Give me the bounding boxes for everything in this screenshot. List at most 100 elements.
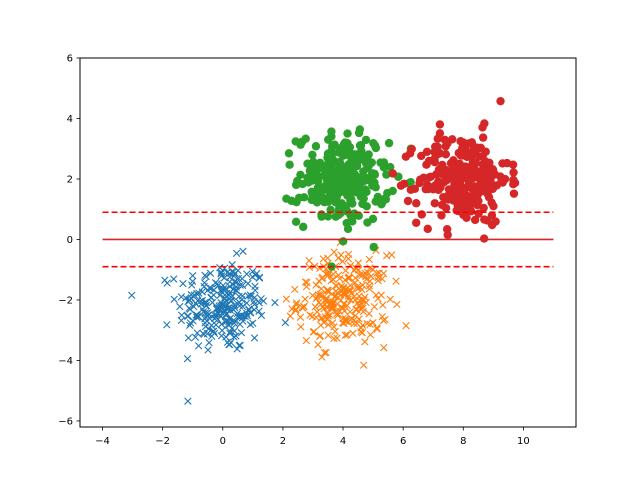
y-tick-label: 6 bbox=[67, 54, 73, 65]
data-point bbox=[189, 272, 196, 279]
data-point bbox=[319, 172, 327, 180]
data-point bbox=[346, 159, 354, 167]
data-point bbox=[424, 225, 432, 233]
cluster-3 bbox=[389, 97, 520, 243]
data-point bbox=[347, 183, 355, 191]
data-point bbox=[356, 125, 364, 133]
data-point bbox=[474, 189, 482, 197]
data-point bbox=[178, 317, 185, 324]
data-point bbox=[462, 214, 470, 222]
data-point bbox=[417, 152, 425, 160]
data-point bbox=[272, 299, 279, 306]
data-point bbox=[334, 189, 342, 197]
data-point bbox=[370, 243, 378, 251]
data-point bbox=[370, 319, 377, 326]
data-point bbox=[310, 162, 318, 170]
data-point bbox=[185, 335, 192, 342]
data-point bbox=[480, 119, 488, 127]
data-point bbox=[498, 159, 506, 167]
data-point bbox=[382, 195, 390, 203]
data-point bbox=[185, 313, 192, 320]
data-point bbox=[188, 295, 195, 302]
data-point bbox=[338, 252, 345, 259]
data-point bbox=[178, 294, 185, 301]
data-point bbox=[448, 135, 456, 143]
data-point bbox=[501, 175, 509, 183]
data-point bbox=[397, 181, 405, 189]
data-point bbox=[209, 299, 216, 306]
data-point bbox=[509, 160, 517, 168]
data-point bbox=[233, 250, 240, 257]
data-point bbox=[363, 164, 371, 172]
data-point bbox=[363, 202, 371, 210]
data-point bbox=[388, 252, 395, 259]
data-point bbox=[326, 196, 334, 204]
data-point bbox=[429, 185, 437, 193]
data-point bbox=[296, 141, 304, 149]
data-point bbox=[185, 398, 192, 405]
data-point bbox=[366, 310, 373, 317]
data-point bbox=[297, 324, 304, 331]
y-tick-label: 0 bbox=[67, 235, 73, 246]
data-point bbox=[180, 280, 187, 287]
data-point bbox=[219, 327, 226, 334]
data-point bbox=[443, 225, 451, 233]
data-point bbox=[370, 178, 378, 186]
data-point bbox=[291, 286, 298, 293]
data-point bbox=[479, 133, 487, 141]
data-point bbox=[431, 142, 439, 150]
x-tick-label: 2 bbox=[280, 436, 286, 447]
data-point bbox=[251, 335, 258, 342]
y-tick-label: 2 bbox=[67, 174, 73, 185]
data-point bbox=[303, 337, 310, 344]
data-point bbox=[312, 142, 320, 150]
data-point bbox=[128, 292, 135, 299]
data-point bbox=[313, 282, 320, 289]
x-tick-label: 6 bbox=[400, 436, 406, 447]
data-point bbox=[509, 168, 517, 176]
data-point bbox=[307, 312, 314, 319]
data-point bbox=[362, 188, 370, 196]
data-point bbox=[362, 136, 370, 144]
data-point bbox=[412, 219, 420, 227]
data-point bbox=[282, 194, 290, 202]
data-point bbox=[385, 139, 393, 147]
data-point bbox=[350, 330, 357, 337]
data-point bbox=[380, 158, 388, 166]
data-point bbox=[442, 150, 450, 158]
data-point bbox=[324, 135, 332, 143]
data-point bbox=[367, 331, 374, 338]
data-point bbox=[465, 139, 473, 147]
data-point bbox=[184, 355, 191, 362]
data-point bbox=[457, 193, 465, 201]
data-point bbox=[488, 165, 496, 173]
x-tick-label: 4 bbox=[340, 436, 346, 447]
data-point bbox=[404, 197, 412, 205]
data-point bbox=[369, 139, 377, 147]
data-point bbox=[342, 149, 350, 157]
x-axis: −4 −2 0 2 4 6 8 10 bbox=[95, 427, 530, 447]
y-tick-label: 4 bbox=[67, 114, 73, 125]
cluster-2 bbox=[282, 125, 415, 270]
data-point bbox=[355, 267, 362, 274]
x-tick-label: 0 bbox=[220, 436, 226, 447]
data-point bbox=[371, 303, 378, 310]
data-point bbox=[406, 149, 414, 157]
data-point bbox=[458, 203, 466, 211]
data-point bbox=[349, 175, 357, 183]
data-point bbox=[421, 185, 429, 193]
data-point bbox=[297, 314, 304, 321]
data-point bbox=[441, 136, 449, 144]
data-point bbox=[345, 255, 352, 262]
data-point bbox=[339, 258, 346, 265]
data-point bbox=[344, 225, 352, 233]
data-point bbox=[332, 328, 339, 335]
x-tick-label: 10 bbox=[517, 436, 530, 447]
data-point bbox=[331, 293, 338, 300]
data-point bbox=[316, 299, 323, 306]
data-point bbox=[316, 333, 323, 340]
data-point bbox=[206, 339, 213, 346]
data-point bbox=[456, 137, 464, 145]
data-point bbox=[234, 346, 241, 353]
